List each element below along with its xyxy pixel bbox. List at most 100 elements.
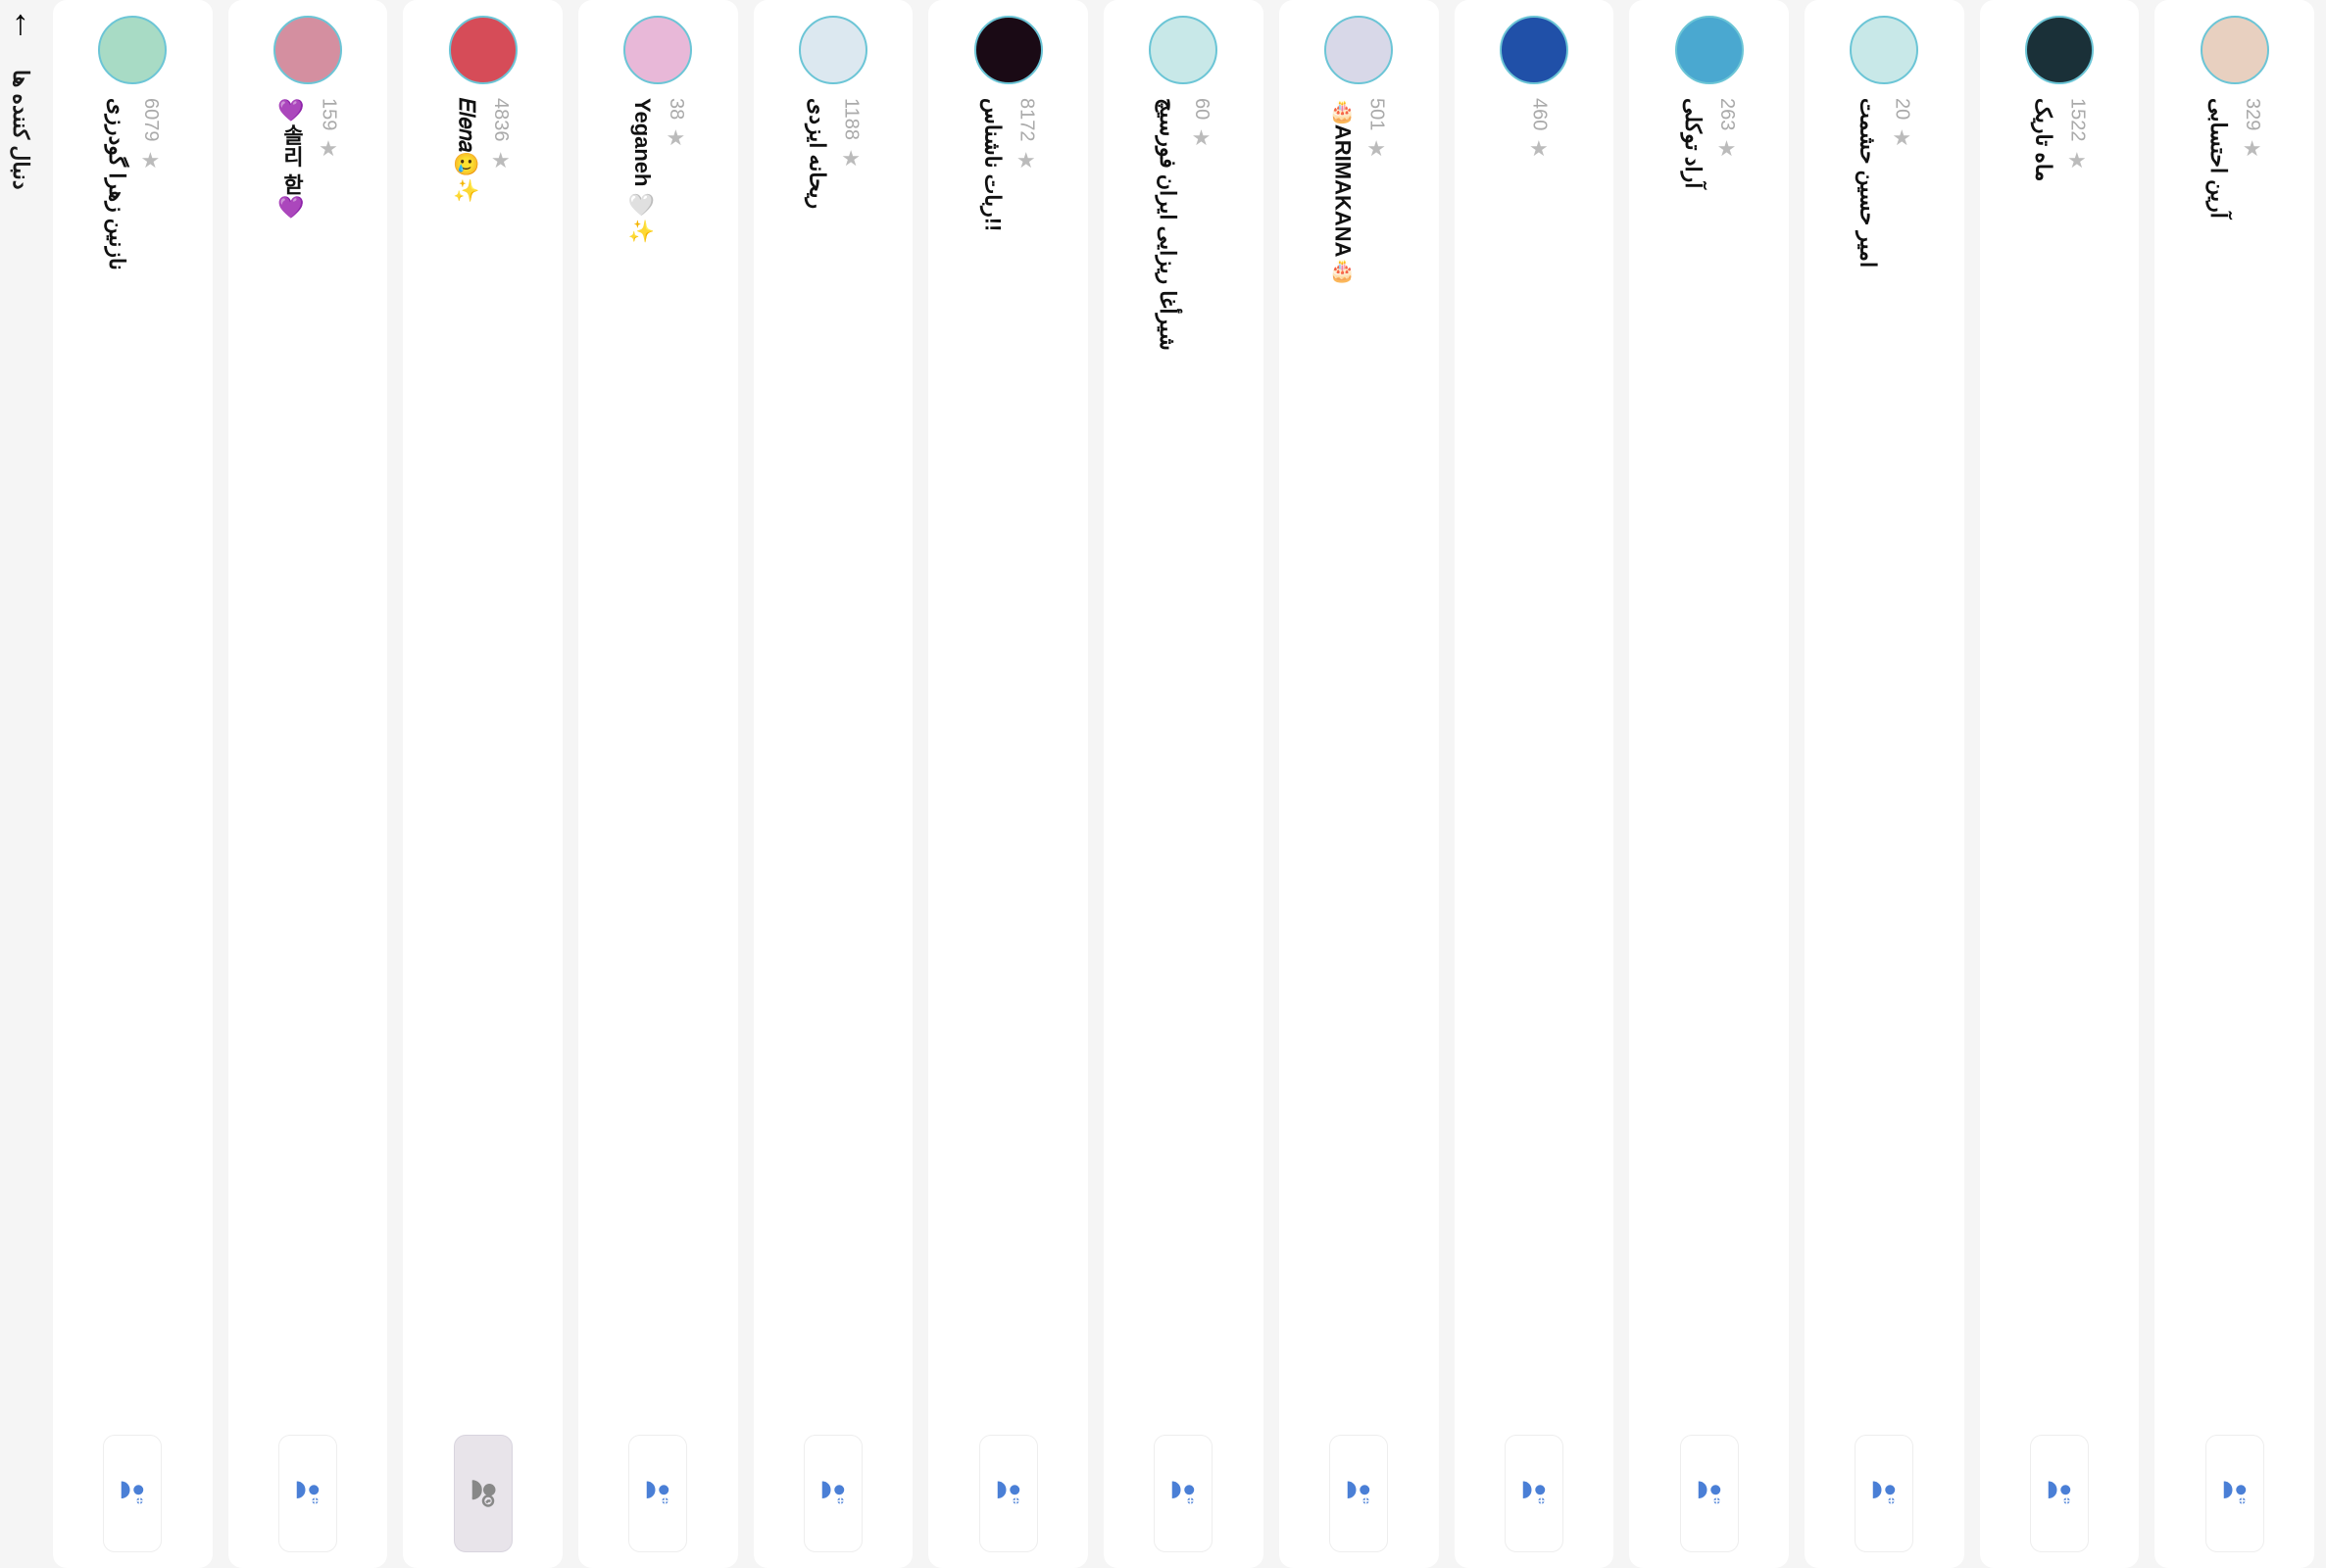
follow-add-icon (118, 1479, 147, 1508)
follow-button[interactable] (979, 1435, 1038, 1552)
follower-name: 💜솔리 핟💜 (276, 98, 308, 221)
follower-count: 263 (1715, 98, 1738, 130)
follower-info: آراد توکلی 263 ★ (1680, 98, 1738, 412)
follow-add-icon (818, 1479, 848, 1508)
avatar[interactable] (1324, 16, 1393, 84)
follow-button[interactable] (1329, 1435, 1388, 1552)
follower-name: 𝐸𝑙𝑒𝑛𝑎🥲✨ (454, 98, 479, 205)
avatar[interactable] (2025, 16, 2094, 84)
follower-card: 460 ★ (1455, 0, 1614, 1568)
follower-count: 1188 (840, 98, 863, 140)
follow-button[interactable] (2205, 1435, 2264, 1552)
avatar[interactable] (449, 16, 518, 84)
follow-add-icon (994, 1479, 1023, 1508)
follower-name: آرین احتسابی (2205, 98, 2231, 219)
avatar[interactable] (1675, 16, 1744, 84)
follower-name: ربات ناشناس!! (979, 98, 1005, 231)
page-title: دنبال کننده ها (8, 70, 33, 190)
follower-count: 329 (2241, 98, 2263, 130)
star-icon: ★ (491, 148, 511, 173)
follower-info: شیرأغا ریزایی ایران فورسیچ60★ (1155, 98, 1212, 412)
avatar[interactable] (1149, 16, 1217, 84)
follower-card: نازنین زهرا گودرزی 6079 ★ (53, 0, 213, 1568)
follow-add-icon (1869, 1479, 1899, 1508)
follow-button[interactable] (804, 1435, 863, 1552)
follower-info: امیر حسین حشمت 20 ★ (1856, 98, 1913, 412)
follower-name: ماه تاریک (2030, 98, 2055, 181)
follower-name: نازنین زهرا گودرزی (104, 98, 129, 270)
follower-count: 20 (1891, 98, 1913, 120)
follower-card: ریحانه ایزدی 1188 ★ (754, 0, 914, 1568)
follower-info: ماه تاریک 1522 ★ (2030, 98, 2088, 412)
follower-info: ربات ناشناس!! 8172 ★ (979, 98, 1037, 412)
follower-count: 8172 (1015, 98, 1037, 142)
avatar[interactable] (974, 16, 1043, 84)
follower-count: 1522 (2065, 98, 2088, 142)
follow-add-icon (1168, 1479, 1198, 1508)
follow-add-icon (2045, 1479, 2074, 1508)
followers-list: نازنین زهرا گودرزی6079★💜솔리 핟💜159★𝐸𝑙𝑒𝑛𝑎🥲✨… (41, 0, 2326, 1568)
follower-info: Yeganeh 🤍✨38★ (629, 98, 687, 412)
follow-button[interactable] (1680, 1435, 1739, 1552)
star-icon: ★ (140, 148, 160, 173)
follower-card: 𝐸𝑙𝑒𝑛𝑎🥲✨ 4836 ★ (403, 0, 563, 1568)
follower-info: نازنین زهرا گودرزی 6079 ★ (104, 98, 162, 412)
star-icon: ★ (1016, 148, 1036, 173)
follow-add-icon (293, 1479, 322, 1508)
follower-card: Yeganeh 🤍✨38★ (578, 0, 738, 1568)
follower-card: ماه تاریک 1522 ★ (1980, 0, 2140, 1568)
star-icon: ★ (1192, 125, 1212, 151)
star-icon: ★ (841, 146, 861, 172)
follower-name: ریحانه ایزدی (805, 98, 830, 209)
avatar[interactable] (273, 16, 342, 84)
avatar[interactable] (98, 16, 167, 84)
follow-add-icon (1519, 1479, 1549, 1508)
star-icon: ★ (1366, 136, 1386, 162)
follower-name: Yeganeh 🤍✨ (629, 98, 655, 245)
follow-add-icon (2220, 1479, 2250, 1508)
follow-button[interactable] (1505, 1435, 1563, 1552)
follower-name: امیر حسین حشمت (1856, 98, 1881, 268)
follower-count: 460 (1527, 98, 1550, 130)
follower-name: 🎂ARIMAKANA🎂 (1330, 98, 1356, 283)
follower-info: 💜솔리 핟💜 159 ★ (276, 98, 340, 412)
follower-count: 4836 (489, 98, 512, 142)
star-icon: ★ (1717, 136, 1737, 162)
follower-info: آرین احتسابی 329 ★ (2205, 98, 2263, 412)
follow-button[interactable] (103, 1435, 162, 1552)
follow-button[interactable] (278, 1435, 337, 1552)
follow-add-icon (643, 1479, 672, 1508)
star-icon: ★ (1892, 125, 1911, 151)
back-arrow-icon[interactable]: ↑ (12, 5, 29, 40)
star-icon: ★ (1529, 136, 1549, 162)
avatar[interactable] (1500, 16, 1568, 84)
avatar[interactable] (623, 16, 692, 84)
avatar[interactable] (2201, 16, 2269, 84)
follow-button[interactable] (1154, 1435, 1212, 1552)
follow-add-icon (1344, 1479, 1373, 1508)
follower-card: ربات ناشناس!! 8172 ★ (928, 0, 1088, 1568)
star-icon: ★ (2067, 148, 2087, 173)
follower-card: 🎂ARIMAKANA🎂 501 ★ (1279, 0, 1439, 1568)
follower-name: آراد توکلی (1680, 98, 1706, 188)
avatar[interactable] (799, 16, 867, 84)
follower-count: 6079 (139, 98, 162, 142)
follower-info: 🎂ARIMAKANA🎂 501 ★ (1330, 98, 1388, 412)
avatar[interactable] (1850, 16, 1918, 84)
follow-button[interactable] (2030, 1435, 2089, 1552)
follow-add-icon (1695, 1479, 1724, 1508)
follow-pending-icon (469, 1479, 498, 1508)
star-icon: ★ (319, 136, 338, 162)
follower-card: آرین احتسابی 329 ★ (2154, 0, 2314, 1568)
follower-count: 501 (1365, 98, 1388, 130)
follow-pending-button[interactable] (454, 1435, 513, 1552)
follow-button[interactable] (628, 1435, 687, 1552)
follower-card: شیرأغا ریزایی ایران فورسیچ60★ (1104, 0, 1263, 1568)
follower-count: 159 (318, 98, 340, 130)
follow-button[interactable] (1855, 1435, 1913, 1552)
follower-count: 38 (665, 98, 687, 120)
follower-count: 60 (1190, 98, 1212, 120)
header: ↑ دنبال کننده ها (0, 0, 41, 1568)
follower-card: آراد توکلی 263 ★ (1629, 0, 1789, 1568)
star-icon: ★ (2243, 136, 2262, 162)
